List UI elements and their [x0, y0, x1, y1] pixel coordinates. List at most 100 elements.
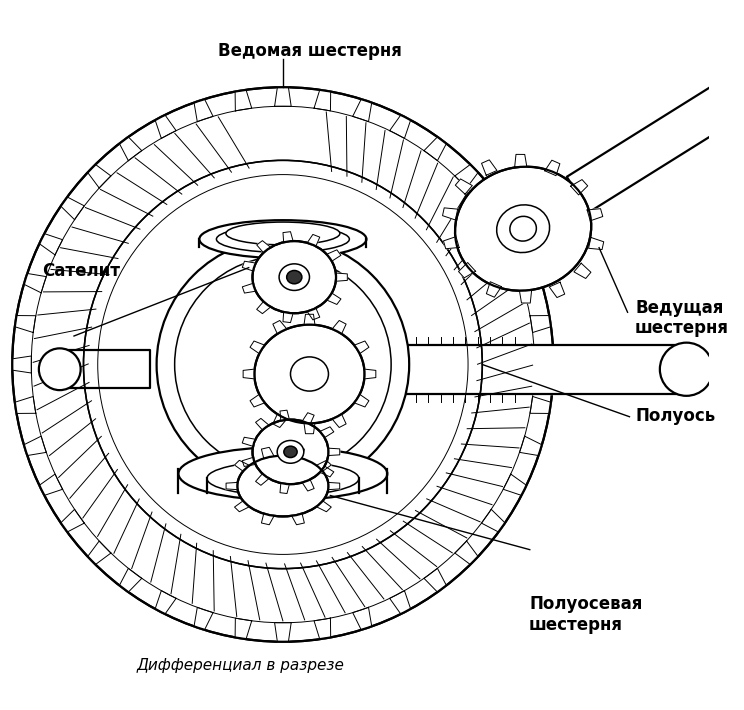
Polygon shape [443, 208, 458, 220]
Polygon shape [530, 315, 551, 332]
Polygon shape [307, 234, 320, 246]
Polygon shape [328, 448, 340, 456]
Ellipse shape [510, 217, 536, 241]
Polygon shape [243, 261, 256, 271]
Polygon shape [280, 410, 289, 420]
Ellipse shape [237, 456, 328, 516]
Polygon shape [155, 591, 176, 614]
Polygon shape [530, 396, 551, 413]
Ellipse shape [39, 349, 80, 390]
Polygon shape [574, 263, 591, 278]
Polygon shape [61, 509, 84, 532]
Polygon shape [503, 234, 527, 255]
Polygon shape [320, 427, 334, 437]
Ellipse shape [497, 205, 550, 253]
Ellipse shape [199, 220, 367, 258]
Polygon shape [365, 369, 376, 379]
Polygon shape [283, 312, 293, 322]
Polygon shape [353, 607, 372, 630]
Polygon shape [515, 154, 527, 167]
Polygon shape [316, 460, 331, 471]
Ellipse shape [254, 324, 365, 423]
Ellipse shape [226, 222, 340, 245]
Polygon shape [24, 273, 46, 293]
Polygon shape [119, 137, 142, 160]
Ellipse shape [12, 87, 554, 642]
Polygon shape [332, 414, 346, 427]
Polygon shape [13, 356, 31, 373]
Polygon shape [243, 283, 256, 293]
Ellipse shape [284, 446, 297, 457]
Polygon shape [390, 115, 411, 138]
Polygon shape [328, 482, 340, 490]
Ellipse shape [83, 160, 482, 569]
Polygon shape [273, 320, 287, 334]
Polygon shape [571, 180, 588, 195]
Polygon shape [458, 263, 475, 278]
Polygon shape [487, 282, 501, 297]
Polygon shape [503, 474, 527, 496]
Polygon shape [519, 273, 542, 293]
Ellipse shape [660, 343, 713, 396]
Polygon shape [250, 394, 265, 407]
Ellipse shape [207, 462, 359, 496]
Polygon shape [314, 90, 330, 111]
Polygon shape [273, 414, 287, 427]
Polygon shape [481, 160, 497, 175]
Polygon shape [292, 513, 304, 525]
Polygon shape [292, 447, 304, 459]
Polygon shape [24, 436, 46, 456]
Polygon shape [390, 591, 411, 614]
Polygon shape [332, 320, 346, 334]
Polygon shape [275, 87, 291, 106]
Polygon shape [327, 250, 341, 261]
Polygon shape [194, 99, 213, 121]
Ellipse shape [179, 447, 388, 501]
Polygon shape [304, 315, 315, 325]
Polygon shape [60, 350, 150, 388]
Polygon shape [455, 179, 472, 195]
Polygon shape [549, 282, 565, 297]
Polygon shape [15, 396, 36, 413]
Polygon shape [226, 482, 237, 490]
Polygon shape [235, 618, 251, 639]
Polygon shape [243, 457, 255, 466]
Polygon shape [234, 501, 249, 512]
Polygon shape [481, 197, 505, 219]
Polygon shape [353, 99, 372, 121]
Polygon shape [15, 315, 36, 332]
Polygon shape [257, 302, 271, 314]
Polygon shape [88, 541, 111, 564]
Polygon shape [589, 237, 603, 249]
Polygon shape [302, 479, 314, 491]
Polygon shape [256, 474, 269, 486]
Ellipse shape [711, 76, 744, 120]
Polygon shape [534, 356, 554, 373]
Polygon shape [155, 115, 176, 138]
Polygon shape [424, 137, 446, 160]
Ellipse shape [252, 420, 328, 484]
Text: Дифференциал в разрезе: Дифференциал в разрезе [137, 657, 345, 672]
Polygon shape [261, 513, 274, 525]
Polygon shape [302, 413, 314, 424]
Polygon shape [250, 341, 265, 354]
Polygon shape [256, 418, 269, 430]
Polygon shape [314, 618, 330, 639]
Polygon shape [587, 209, 603, 221]
Polygon shape [243, 369, 254, 379]
Polygon shape [424, 568, 446, 592]
Polygon shape [406, 344, 687, 394]
Polygon shape [519, 290, 531, 303]
Ellipse shape [286, 271, 302, 284]
Polygon shape [481, 509, 505, 532]
Polygon shape [320, 466, 334, 477]
Polygon shape [88, 165, 111, 188]
Polygon shape [545, 160, 560, 175]
Text: Сателит: Сателит [42, 262, 120, 280]
Text: Полуосевая
шестерня: Полуосевая шестерня [529, 595, 643, 634]
Polygon shape [455, 541, 478, 564]
Polygon shape [194, 607, 213, 630]
Ellipse shape [156, 239, 409, 491]
Text: Ведущая
шестерня: Ведущая шестерня [635, 298, 729, 337]
Ellipse shape [252, 241, 336, 313]
